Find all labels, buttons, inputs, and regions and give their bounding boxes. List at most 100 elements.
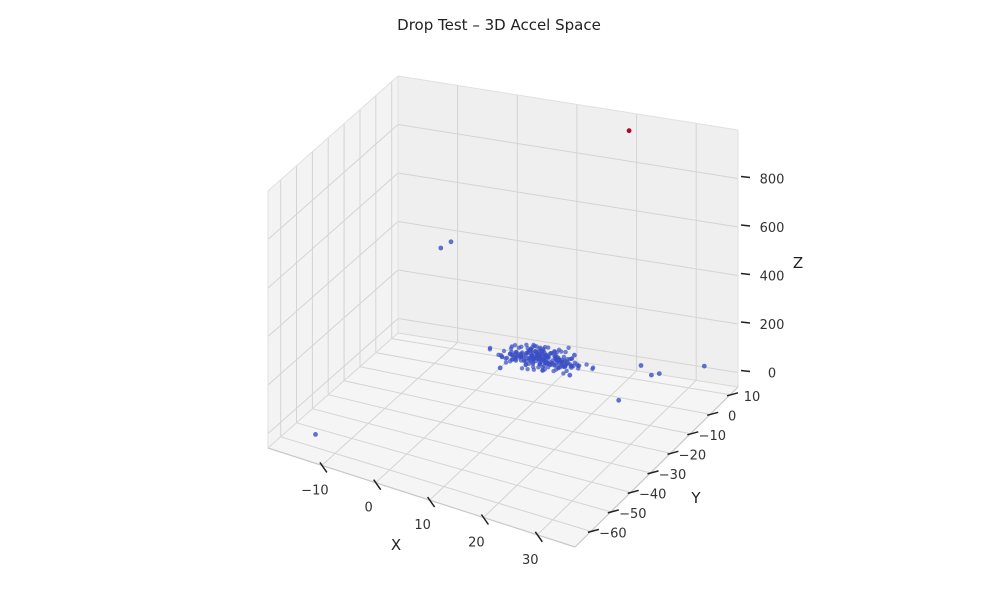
grid-line-y bbox=[312, 408, 631, 493]
data-point bbox=[524, 359, 529, 364]
y-tick-label: −60 bbox=[599, 526, 626, 541]
data-point bbox=[487, 345, 493, 351]
grid-line-z bbox=[267, 172, 399, 289]
z-tick-label: 200 bbox=[760, 318, 785, 333]
data-point bbox=[572, 352, 577, 358]
data-point bbox=[567, 357, 572, 362]
data-point bbox=[545, 360, 550, 365]
data-point bbox=[543, 354, 548, 359]
x-tick-mark bbox=[319, 461, 328, 473]
grid-line-y bbox=[343, 380, 671, 454]
data-point bbox=[563, 349, 568, 355]
data-point bbox=[567, 372, 573, 378]
data-point bbox=[540, 368, 545, 373]
pane-edge bbox=[267, 75, 399, 192]
grid-line-x bbox=[429, 361, 578, 501]
grid-line-x bbox=[321, 342, 458, 466]
y-tick-label: 10 bbox=[744, 390, 761, 405]
data-point bbox=[313, 432, 318, 437]
x-tick-mark bbox=[480, 514, 490, 525]
z-tick-mark bbox=[740, 224, 751, 227]
x-axis-line bbox=[267, 447, 576, 548]
data-point bbox=[530, 361, 535, 366]
y-tick-mark bbox=[707, 411, 719, 417]
y-tick-label: 0 bbox=[728, 409, 736, 424]
data-point bbox=[497, 365, 503, 371]
data-point bbox=[552, 349, 557, 354]
data-point bbox=[566, 345, 571, 350]
left-floor-edge bbox=[267, 332, 399, 449]
grid-line-z bbox=[267, 221, 399, 337]
grid-line-z bbox=[397, 221, 739, 276]
grid-line-z bbox=[397, 269, 739, 325]
data-point bbox=[496, 352, 501, 357]
x-tick-label: 20 bbox=[468, 536, 485, 551]
grid-line-y bbox=[328, 394, 651, 474]
data-point bbox=[638, 363, 644, 368]
z-tick-mark bbox=[740, 321, 751, 324]
data-point bbox=[568, 362, 573, 367]
data-point bbox=[531, 342, 536, 348]
data-point bbox=[516, 345, 522, 350]
data-point bbox=[534, 350, 539, 356]
data-point bbox=[554, 358, 559, 363]
y-tick-label: −50 bbox=[619, 507, 646, 522]
data-point bbox=[513, 349, 519, 355]
x-tick-label: −10 bbox=[301, 483, 328, 498]
data-point bbox=[561, 371, 566, 376]
grid-line-z bbox=[397, 124, 739, 179]
grid-lines bbox=[267, 81, 739, 536]
grid-line-z bbox=[267, 269, 399, 386]
grid-line-x bbox=[536, 380, 697, 536]
data-point bbox=[525, 346, 530, 351]
data-point bbox=[590, 366, 595, 372]
grid-line-z bbox=[267, 318, 399, 434]
data-point bbox=[523, 351, 529, 356]
data-point bbox=[499, 354, 505, 360]
data-point bbox=[531, 367, 537, 372]
z-tick-mark bbox=[740, 369, 751, 373]
data-point bbox=[536, 365, 541, 370]
data-point bbox=[562, 364, 568, 369]
y-tick-label: −10 bbox=[699, 429, 726, 444]
data-point bbox=[557, 365, 563, 370]
y-tick-label: −20 bbox=[679, 448, 706, 463]
data-point bbox=[525, 367, 530, 372]
data-point bbox=[559, 360, 565, 365]
data-point bbox=[519, 354, 524, 359]
x-tick-label: 30 bbox=[522, 553, 539, 568]
data-point bbox=[503, 360, 509, 365]
data-point bbox=[546, 345, 551, 350]
data-point bbox=[649, 372, 654, 378]
axis-ticks: −100102030100−10−20−30−40−50−60020040060… bbox=[301, 173, 784, 568]
data-point bbox=[537, 356, 542, 362]
data-point bbox=[524, 342, 529, 347]
grid-line-z bbox=[397, 318, 739, 373]
grid-line-z bbox=[267, 124, 399, 240]
y-tick-mark bbox=[647, 470, 659, 475]
z-tick-label: 600 bbox=[760, 221, 785, 236]
data-points bbox=[313, 128, 707, 437]
data-point bbox=[530, 354, 535, 359]
data-point bbox=[529, 348, 534, 353]
grid-line-z bbox=[397, 172, 739, 228]
data-point bbox=[571, 363, 576, 369]
y-axis-label: Y bbox=[690, 489, 701, 507]
z-tick-mark bbox=[740, 175, 751, 179]
data-point bbox=[508, 351, 513, 356]
data-point bbox=[656, 371, 662, 376]
data-point bbox=[513, 358, 519, 363]
back-wall-pane bbox=[398, 76, 738, 387]
y-tick-mark bbox=[587, 528, 600, 534]
x-tick-mark bbox=[426, 496, 436, 508]
grid-line-y bbox=[296, 422, 611, 513]
data-point bbox=[519, 366, 525, 371]
grid-line-y bbox=[280, 436, 592, 532]
data-point bbox=[559, 349, 564, 354]
data-point bbox=[584, 362, 589, 367]
z-tick-label: 400 bbox=[760, 270, 785, 285]
z-tick-label: 0 bbox=[768, 367, 776, 382]
data-point bbox=[541, 346, 546, 351]
z-axis-label: Z bbox=[793, 254, 803, 272]
